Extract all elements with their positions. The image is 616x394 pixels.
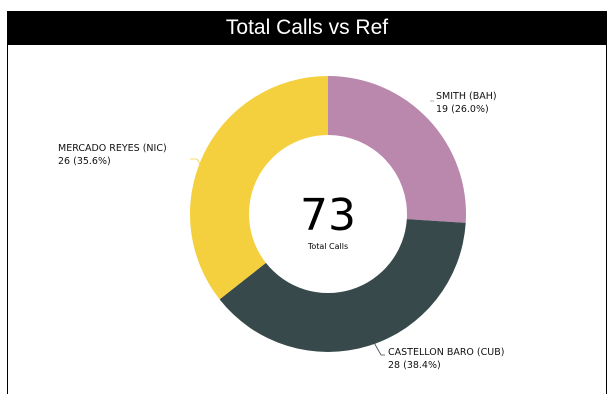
label-mercado-value: 26 (35.6%): [58, 156, 111, 167]
center-total: 73: [300, 190, 356, 241]
label-smith-name: SMITH (BAH): [436, 91, 497, 102]
leader-line-mercado: [190, 158, 201, 165]
slice-castellon-baro-cub[interactable]: [219, 219, 466, 352]
label-mercado-name: MERCADO REYES (NIC): [58, 143, 167, 154]
label-castellon-name: CASTELLON BARO (CUB): [388, 347, 504, 358]
chart-title: Total Calls vs Ref: [8, 11, 606, 45]
label-castellon-value: 28 (38.4%): [388, 360, 441, 371]
donut-slices: [190, 76, 466, 352]
leader-line-castellon: [371, 338, 385, 356]
center-caption: Total Calls: [307, 242, 348, 251]
label-smith-value: 19 (26.0%): [436, 104, 489, 115]
slice-mercado-reyes-nic[interactable]: [190, 76, 328, 300]
slice-smith-bah[interactable]: [328, 76, 466, 223]
